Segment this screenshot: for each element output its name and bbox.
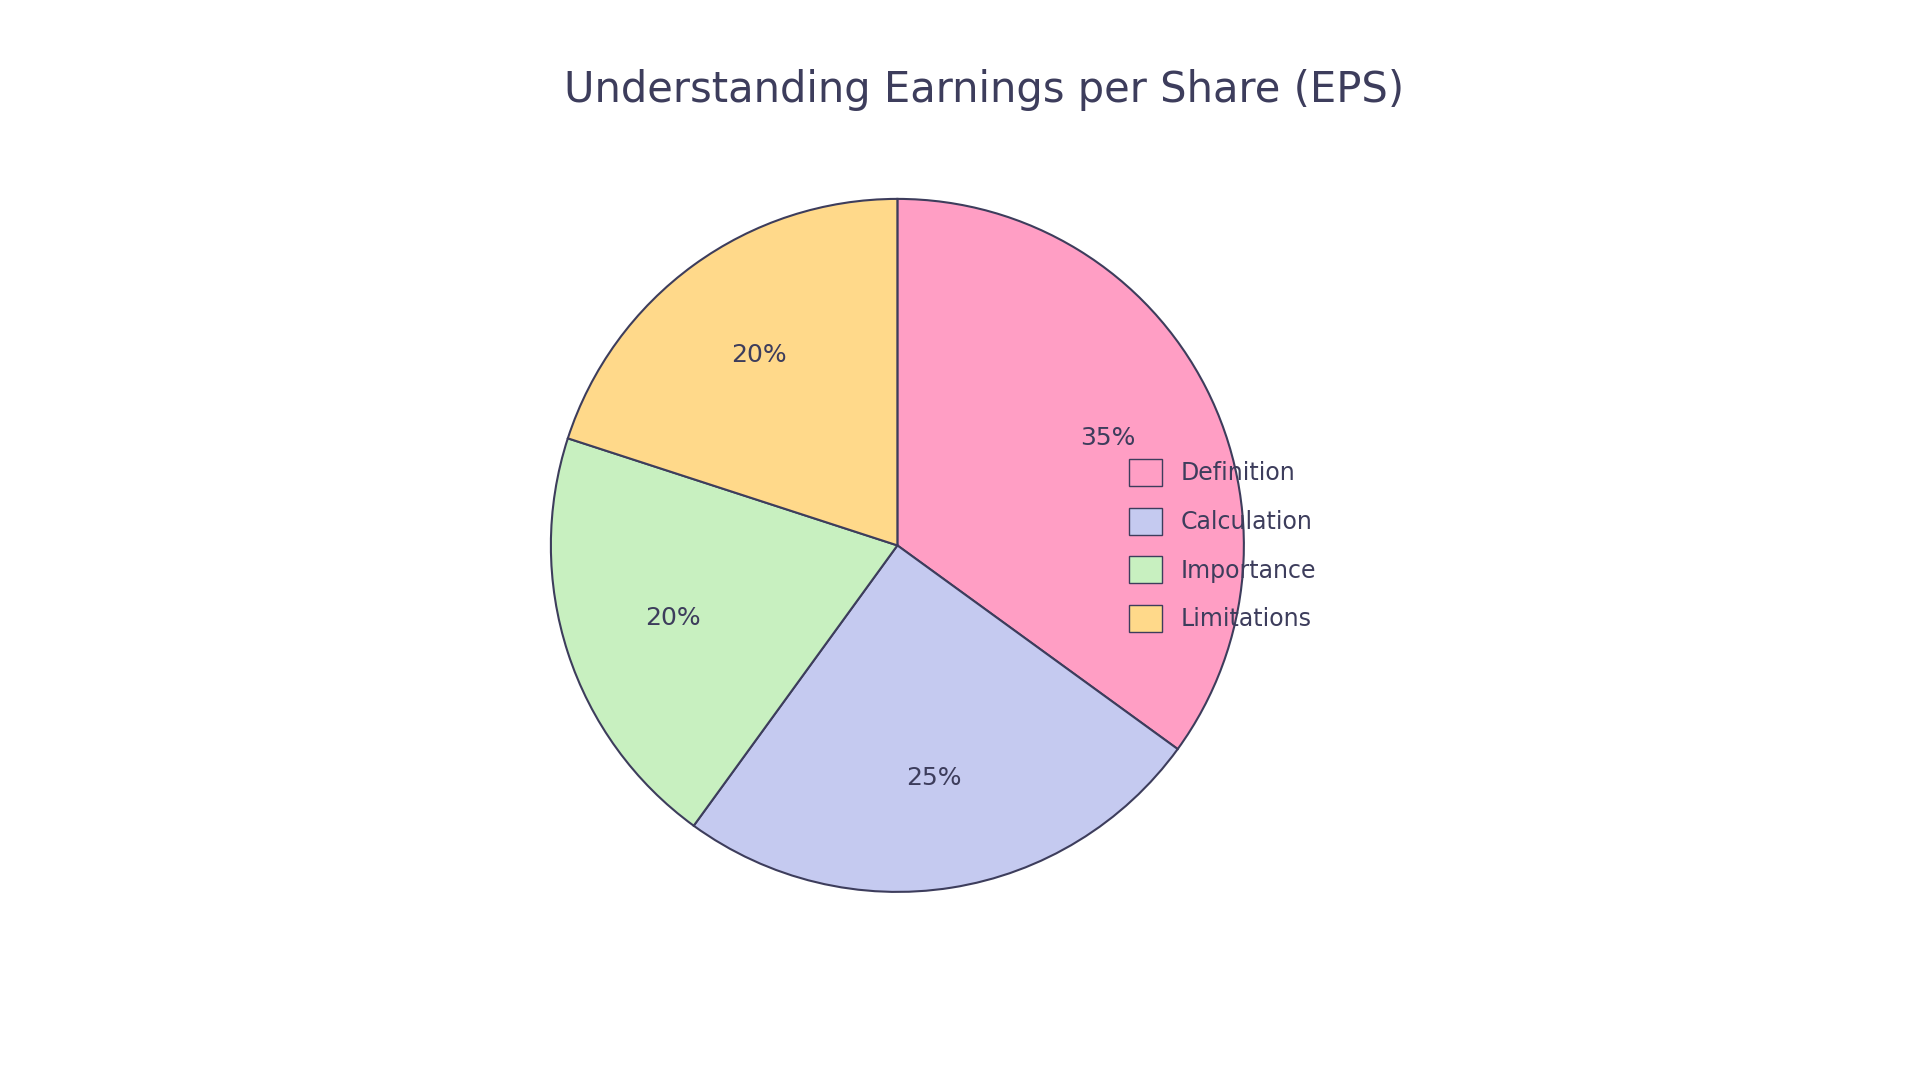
Wedge shape xyxy=(568,199,897,545)
Wedge shape xyxy=(551,438,897,826)
Text: 20%: 20% xyxy=(645,606,701,631)
Wedge shape xyxy=(693,545,1177,892)
Text: 35%: 35% xyxy=(1079,427,1135,450)
Legend: Definition, Calculation, Importance, Limitations: Definition, Calculation, Importance, Lim… xyxy=(1129,459,1317,632)
Text: 25%: 25% xyxy=(906,766,962,791)
Title: Understanding Earnings per Share (EPS): Understanding Earnings per Share (EPS) xyxy=(564,69,1404,111)
Text: 20%: 20% xyxy=(732,342,787,367)
Wedge shape xyxy=(897,199,1244,750)
